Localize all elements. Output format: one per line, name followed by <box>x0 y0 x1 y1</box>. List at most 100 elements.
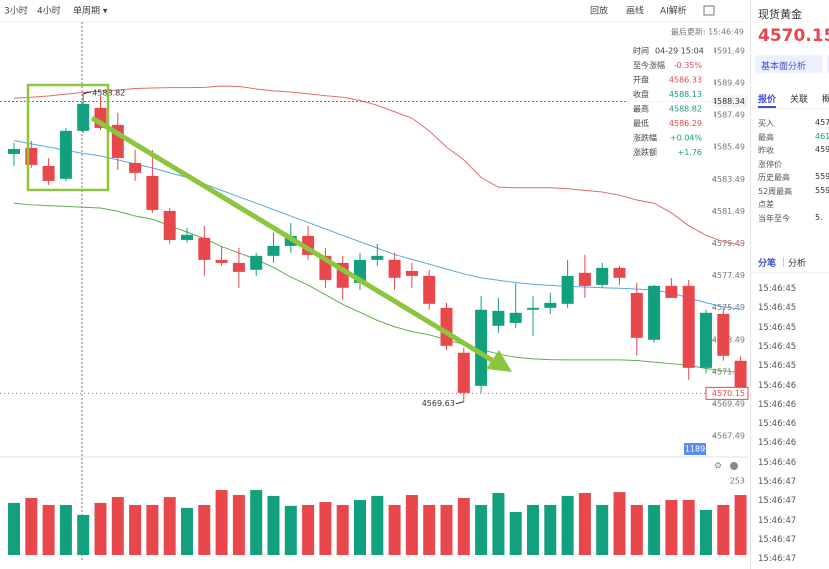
candle-body <box>475 309 488 386</box>
info-box: 时间 04-29 15:04 至今涨幅 -0.35% 开盘 4586.33 收盘 4588.1… <box>628 42 714 157</box>
tab[interactable]: 报价 <box>758 95 777 105</box>
candle-body <box>423 275 436 304</box>
close-icon <box>730 462 738 470</box>
y-tick-label: 4577.49 <box>712 271 745 280</box>
candle-body <box>700 312 712 368</box>
candle-body <box>77 103 90 131</box>
quote-label: 历史最高 <box>758 173 790 182</box>
quote-value: 559 <box>815 172 829 181</box>
volume-bar <box>215 490 228 555</box>
volume-bar <box>613 492 626 555</box>
candle-body <box>388 259 401 278</box>
volume-bar <box>596 504 609 555</box>
trend-arrow <box>90 115 497 365</box>
trade-tabs: 分笔 分析 <box>751 252 829 273</box>
y-tick-label: 4591.49 <box>712 46 745 55</box>
volume-bar <box>371 495 384 555</box>
candle-body <box>527 307 539 310</box>
volume-bar <box>163 497 176 555</box>
candle-body <box>163 210 176 240</box>
period-button[interactable]: 3小时 <box>4 5 28 17</box>
camera-icon[interactable] <box>703 5 715 16</box>
trade-time: 15:46:45 <box>758 322 797 333</box>
highlight-box <box>26 83 110 192</box>
volume-bar <box>492 492 505 555</box>
candle-body <box>665 285 678 298</box>
candle-body <box>405 270 418 276</box>
info-label: 时间 <box>633 46 649 56</box>
volume-bar <box>665 499 678 555</box>
candle-body <box>232 262 245 272</box>
info-label: 最低 <box>633 118 649 128</box>
cycle-select[interactable]: 单周期 ▾ <box>73 5 108 17</box>
crosshair-label-bg <box>712 95 748 108</box>
settings-icon: ⚙ <box>714 462 722 472</box>
info-label: 至今涨幅 <box>633 60 665 70</box>
tool-button[interactable]: AI解析 <box>660 5 687 17</box>
y-tick-label: 4567.49 <box>712 432 745 441</box>
volume-bar <box>405 495 418 555</box>
current-price: 4570.15 <box>758 26 829 46</box>
candle-body <box>129 162 142 173</box>
y-tick-label: 4583.49 <box>712 175 745 184</box>
candle-body <box>146 175 159 210</box>
candle-body <box>8 148 20 154</box>
volume-bar <box>319 502 332 555</box>
candle-body <box>630 292 643 338</box>
tab[interactable]: 概 <box>822 92 829 105</box>
tool-button[interactable]: 回放 <box>590 5 608 17</box>
last-update: 最后更新: 15:46:49 <box>671 27 744 37</box>
trade-time: 15:46:47 <box>758 496 797 507</box>
tool-button[interactable]: 画线 <box>626 5 644 17</box>
volume-bar <box>146 504 159 555</box>
high-pointer <box>83 91 92 95</box>
candle-body <box>42 165 55 181</box>
price-label-bg <box>705 386 749 400</box>
volume-bar <box>111 497 124 555</box>
analysis-label[interactable]: 基本面分析 <box>761 62 807 72</box>
candle-body <box>509 312 522 323</box>
trade-time: 15:46:46 <box>758 419 797 430</box>
trade-time: 15:46:46 <box>758 399 797 410</box>
quote-label: 买入 <box>758 119 774 128</box>
candle-body <box>596 267 609 285</box>
period-button[interactable]: 4小时 <box>37 5 61 17</box>
candle-body <box>215 259 228 263</box>
volume-bar <box>388 504 401 555</box>
volume-bar <box>77 514 90 555</box>
trade-time: 15:46:45 <box>758 341 797 352</box>
info-label: 最高 <box>633 104 649 114</box>
quote-label: 点差 <box>758 200 774 209</box>
trade-time: 15:46:47 <box>758 534 797 545</box>
analysis-button[interactable] <box>755 55 823 73</box>
volume-bar <box>42 504 55 555</box>
volume-bar <box>181 507 193 555</box>
quote-value: 461 <box>815 131 829 141</box>
info-label: 开盘 <box>633 75 649 85</box>
y-tick-label: 4581.49 <box>712 207 745 216</box>
trade-time: 15:46:47 <box>758 515 797 526</box>
volume-bar <box>8 502 20 555</box>
trade-time: 15:46:45 <box>758 284 797 294</box>
candle-body <box>198 237 211 260</box>
trade-times: 15:46:45 15:46:45 15:46:45 15:46:45 15:46:45… <box>751 284 829 569</box>
trade-time: 15:46:45 <box>758 303 797 314</box>
volume-bar <box>682 499 695 555</box>
candle-body <box>648 285 661 340</box>
trade-tab[interactable]: 分笔 <box>758 259 777 269</box>
trade-tab[interactable]: 分析 <box>788 259 807 269</box>
volume-bar <box>578 492 591 555</box>
candle-body <box>440 307 453 346</box>
trade-time: 15:46:46 <box>758 457 797 468</box>
candle-body <box>561 275 574 304</box>
candle-body <box>734 360 747 394</box>
info-label: 收盘 <box>633 89 649 99</box>
y-tick-label: 4585.49 <box>712 143 745 152</box>
tab[interactable]: 关联 <box>790 95 809 105</box>
info-value: 4588.82 <box>669 105 702 114</box>
info-value: 04-29 15:04 <box>655 47 704 56</box>
info-label: 涨跌幅 <box>633 133 657 143</box>
y-tick-label: 4569.49 <box>712 399 745 408</box>
info-value: +0.04% <box>670 134 703 143</box>
